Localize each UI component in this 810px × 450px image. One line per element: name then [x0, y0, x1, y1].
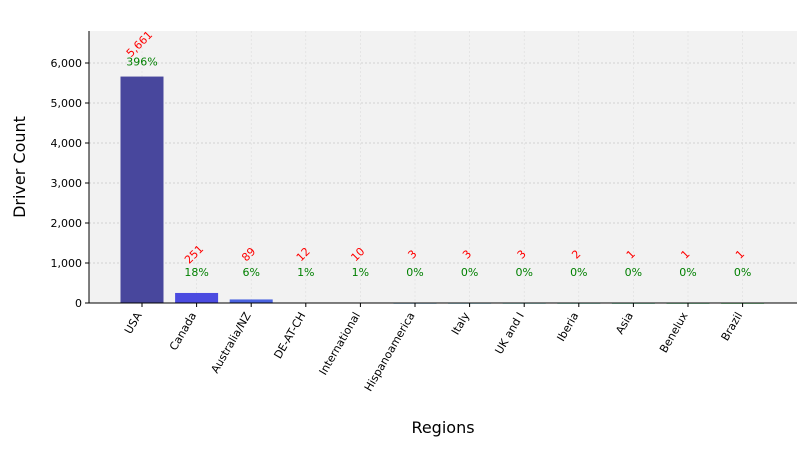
- x-tick-label: Brazil: [719, 310, 746, 343]
- x-ticks: USA Canada Australia/NZ DE-AT-CH Internation…: [122, 303, 745, 394]
- bar: [175, 292, 219, 303]
- y-tick-label: 1,000: [51, 257, 83, 270]
- y-tick-label: 2,000: [51, 217, 83, 230]
- x-tick-label: Canada: [167, 310, 199, 353]
- x-tick-label: USA: [122, 310, 145, 337]
- y-ticks: 0 1,000 2,000 3,000 4,000 5,000 6,000: [51, 57, 89, 310]
- x-tick-label: Benelux: [657, 310, 691, 356]
- data-labels: 396%5,66118%2516%891%121%100%30%30%30%20…: [124, 28, 752, 279]
- percent-label: 6%: [242, 266, 259, 279]
- percent-label: 0%: [406, 266, 423, 279]
- y-tick-label: 0: [75, 297, 82, 310]
- x-tick-label: Australia/NZ: [208, 310, 254, 376]
- percent-label: 18%: [184, 266, 208, 279]
- gridlines: [89, 31, 797, 303]
- x-tick-label: International: [317, 310, 363, 377]
- x-tick-label: DE-AT-CH: [271, 310, 308, 361]
- x-tick-label: Hispanoamerica: [362, 310, 418, 394]
- y-axis-title: Driver Count: [10, 116, 29, 218]
- bar: [229, 299, 273, 303]
- x-tick-label: Italy: [449, 310, 472, 338]
- y-tick-label: 5,000: [51, 97, 83, 110]
- percent-label: 0%: [515, 266, 532, 279]
- percent-label: 0%: [679, 266, 696, 279]
- y-tick-label: 4,000: [51, 137, 83, 150]
- percent-label: 0%: [461, 266, 478, 279]
- percent-label: 396%: [126, 56, 157, 69]
- x-tick-label: Asia: [613, 310, 636, 336]
- bar: [120, 76, 164, 303]
- percent-label: 1%: [297, 266, 314, 279]
- percent-label: 1%: [352, 266, 369, 279]
- percent-label: 0%: [570, 266, 587, 279]
- x-tick-label: UK and I: [492, 310, 526, 357]
- plot-area: [89, 31, 797, 303]
- percent-label: 0%: [734, 266, 751, 279]
- percent-label: 0%: [625, 266, 642, 279]
- x-tick-label: Iberia: [554, 310, 581, 344]
- y-tick-label: 6,000: [51, 57, 83, 70]
- y-tick-label: 3,000: [51, 177, 83, 190]
- x-axis-title: Regions: [411, 418, 474, 437]
